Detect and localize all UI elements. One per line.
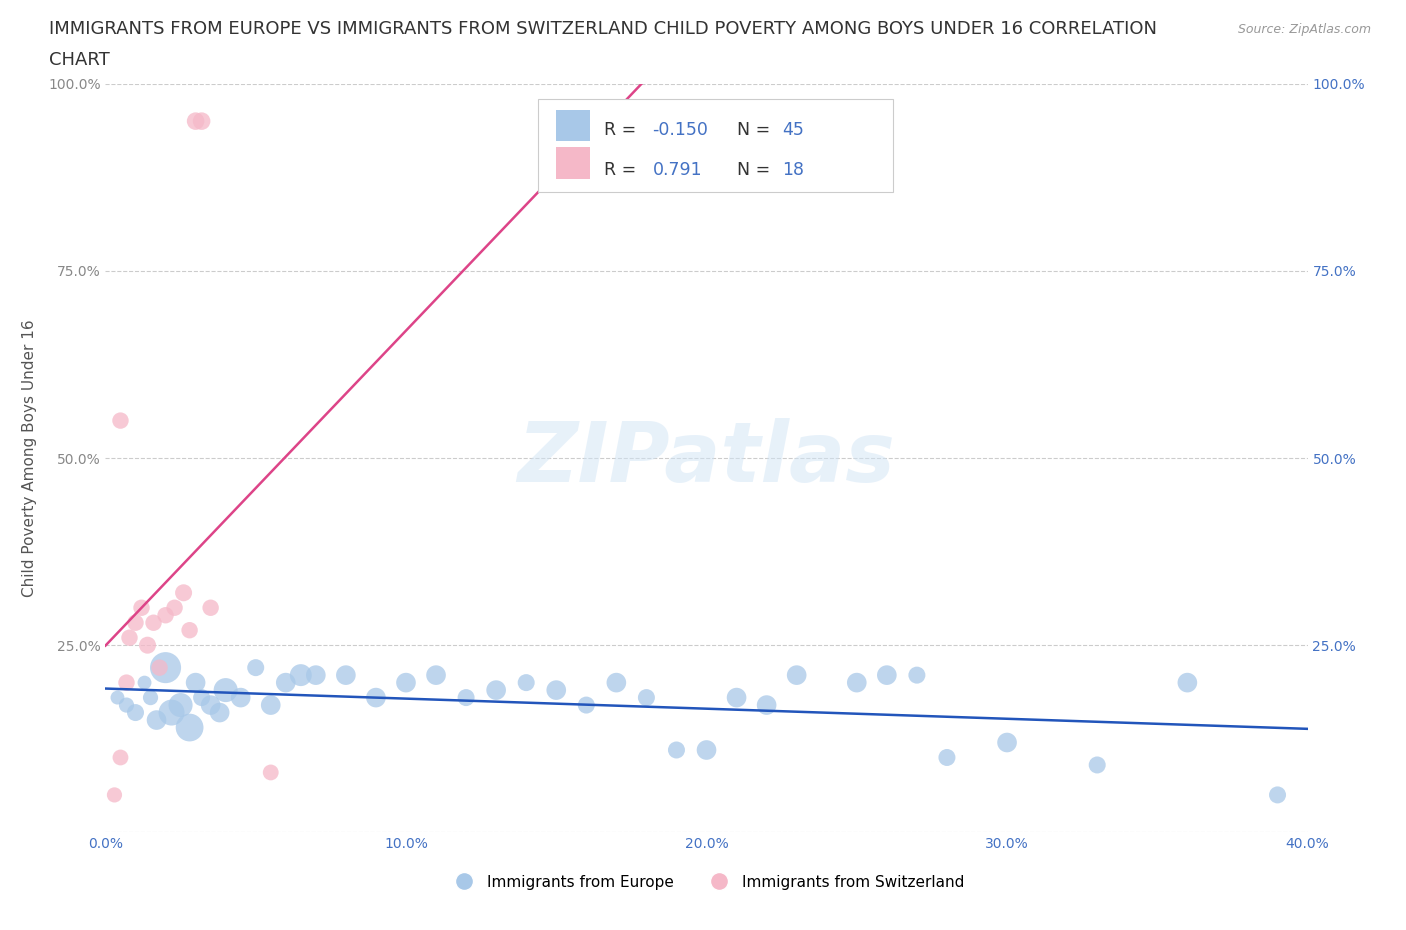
Point [290,668,312,683]
Point [134,675,156,690]
Point [145,712,167,727]
Point [364,690,387,705]
Point [395,675,418,690]
Point [936,750,959,764]
Point [1267,788,1289,803]
Point [110,413,132,428]
Point [173,585,195,600]
Point [274,675,297,690]
Text: 45: 45 [782,121,804,140]
Point [179,623,201,638]
Point [665,742,688,757]
Point [876,668,898,683]
Text: Source: ZipAtlas.com: Source: ZipAtlas.com [1237,23,1371,36]
Point [118,631,141,645]
Point [786,668,808,683]
Point [305,668,328,683]
Point [190,113,212,128]
Point [755,698,778,712]
Point [115,675,138,690]
Y-axis label: Child Poverty Among Boys Under 16: Child Poverty Among Boys Under 16 [22,319,37,597]
Point [456,690,478,705]
Point [124,616,146,631]
Point [148,660,170,675]
Point [636,690,658,705]
Point [200,698,222,712]
Point [200,601,222,616]
FancyBboxPatch shape [538,99,893,193]
Point [229,690,252,705]
Point [485,683,508,698]
Point [155,608,177,623]
Point [696,742,718,757]
Point [115,698,138,712]
Text: ZIPatlas: ZIPatlas [517,418,896,498]
Text: CHART: CHART [49,51,110,69]
Point [139,690,162,705]
Bar [557,147,591,179]
Point [575,698,598,712]
Point [995,735,1018,750]
Point [214,683,236,698]
Point [905,668,928,683]
Point [179,720,201,735]
Point [136,638,159,653]
Point [110,750,132,764]
Legend: Immigrants from Europe, Immigrants from Switzerland: Immigrants from Europe, Immigrants from … [443,869,970,896]
Point [124,705,146,720]
Point [131,601,153,616]
Text: 18: 18 [782,161,804,179]
Text: R =: R = [605,161,643,179]
Point [725,690,748,705]
Point [107,690,129,705]
Text: IMMIGRANTS FROM EUROPE VS IMMIGRANTS FROM SWITZERLAND CHILD POVERTY AMONG BOYS U: IMMIGRANTS FROM EUROPE VS IMMIGRANTS FRO… [49,20,1157,38]
Point [425,668,447,683]
Point [845,675,868,690]
Point [190,690,212,705]
Point [155,660,177,675]
Point [142,616,165,631]
Point [184,675,207,690]
Point [515,675,537,690]
Point [245,660,267,675]
Text: 0.791: 0.791 [652,161,702,179]
Point [1175,675,1198,690]
Point [260,698,283,712]
Point [260,765,283,780]
Point [1085,758,1108,773]
Text: -0.150: -0.150 [652,121,709,140]
Point [605,675,627,690]
Point [208,705,231,720]
Point [160,705,183,720]
Point [335,668,357,683]
Point [103,788,125,803]
Point [169,698,191,712]
Text: N =: N = [737,161,775,179]
Point [184,113,207,128]
Point [163,601,186,616]
Text: R =: R = [605,121,643,140]
Point [546,683,568,698]
Bar [557,110,591,141]
Text: N =: N = [737,121,775,140]
